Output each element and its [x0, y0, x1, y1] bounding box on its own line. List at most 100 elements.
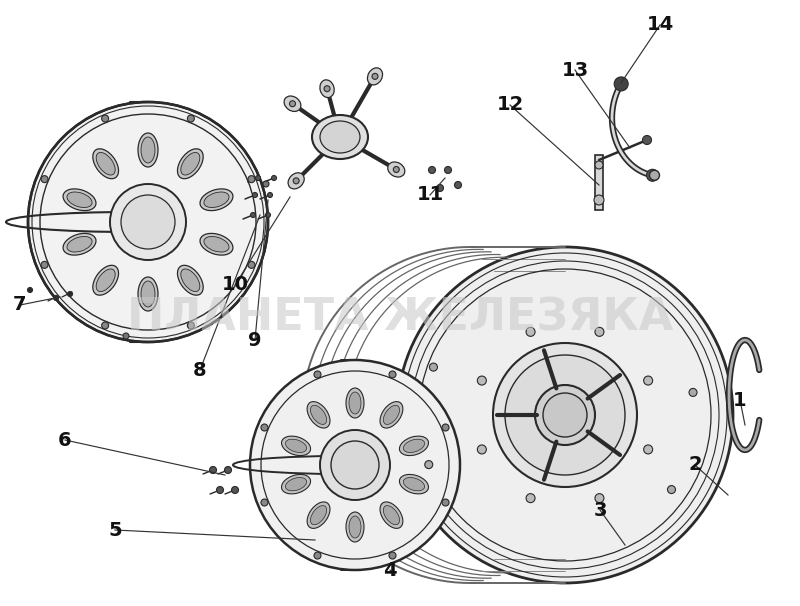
Circle shape [314, 371, 321, 378]
Circle shape [102, 322, 109, 329]
Circle shape [478, 445, 486, 454]
Circle shape [667, 485, 675, 493]
Ellipse shape [250, 360, 460, 570]
Circle shape [187, 115, 194, 122]
Ellipse shape [310, 505, 326, 525]
Ellipse shape [284, 96, 301, 112]
Circle shape [442, 499, 449, 506]
Ellipse shape [96, 153, 115, 175]
Circle shape [253, 193, 258, 198]
Ellipse shape [320, 121, 360, 153]
Ellipse shape [67, 236, 92, 252]
Text: 13: 13 [562, 61, 589, 79]
Circle shape [231, 487, 238, 493]
Circle shape [644, 445, 653, 454]
Ellipse shape [399, 474, 429, 494]
Circle shape [324, 85, 330, 92]
Ellipse shape [204, 192, 229, 207]
Ellipse shape [200, 233, 233, 255]
Ellipse shape [178, 149, 203, 179]
Circle shape [217, 487, 223, 493]
Text: 6: 6 [58, 430, 72, 450]
Circle shape [389, 371, 396, 378]
Ellipse shape [138, 277, 158, 311]
Polygon shape [595, 155, 603, 210]
Circle shape [225, 467, 231, 473]
Circle shape [54, 296, 58, 301]
Ellipse shape [349, 516, 361, 538]
Ellipse shape [380, 502, 403, 528]
Ellipse shape [397, 247, 733, 583]
Text: 12: 12 [496, 96, 524, 115]
Text: 11: 11 [416, 185, 444, 204]
Circle shape [430, 363, 438, 371]
Ellipse shape [535, 385, 595, 445]
Ellipse shape [505, 355, 625, 475]
Text: ПЛАНЕТА ЖЕЛЕЗЯКА: ПЛАНЕТА ЖЕЛЕЗЯКА [127, 296, 673, 339]
Text: 5: 5 [108, 521, 122, 539]
Circle shape [102, 115, 109, 122]
Ellipse shape [181, 269, 200, 291]
Ellipse shape [286, 439, 306, 453]
Ellipse shape [543, 393, 587, 437]
Circle shape [27, 287, 33, 293]
Ellipse shape [286, 478, 306, 491]
Circle shape [248, 261, 255, 268]
Circle shape [425, 461, 433, 468]
Circle shape [67, 291, 73, 296]
Circle shape [123, 333, 129, 339]
Ellipse shape [650, 170, 659, 181]
Ellipse shape [178, 265, 203, 295]
Circle shape [642, 136, 651, 144]
Ellipse shape [204, 236, 229, 252]
Circle shape [267, 193, 273, 198]
Ellipse shape [63, 233, 96, 255]
Text: 14: 14 [646, 16, 674, 35]
Circle shape [41, 261, 48, 268]
Text: 3: 3 [594, 501, 606, 519]
Ellipse shape [388, 162, 405, 177]
Text: 8: 8 [193, 361, 207, 379]
Circle shape [442, 424, 449, 431]
Circle shape [266, 213, 270, 218]
Circle shape [41, 176, 48, 182]
Ellipse shape [307, 402, 330, 428]
Circle shape [261, 499, 268, 506]
Circle shape [271, 176, 277, 181]
Ellipse shape [399, 436, 429, 456]
Ellipse shape [346, 388, 364, 418]
Circle shape [445, 167, 451, 173]
Ellipse shape [63, 189, 96, 211]
Circle shape [210, 467, 217, 473]
Circle shape [646, 169, 658, 181]
Circle shape [526, 327, 535, 336]
Circle shape [394, 167, 399, 173]
Ellipse shape [200, 189, 233, 211]
Ellipse shape [493, 343, 637, 487]
Ellipse shape [403, 439, 425, 453]
Ellipse shape [346, 512, 364, 542]
Circle shape [187, 322, 194, 329]
Ellipse shape [67, 192, 92, 207]
Ellipse shape [383, 505, 399, 525]
Ellipse shape [307, 502, 330, 528]
Ellipse shape [28, 102, 268, 342]
Circle shape [526, 494, 535, 502]
Ellipse shape [93, 149, 118, 179]
Circle shape [261, 424, 268, 431]
Circle shape [250, 213, 255, 218]
Ellipse shape [288, 173, 304, 189]
Ellipse shape [320, 80, 334, 98]
Ellipse shape [110, 184, 186, 260]
Ellipse shape [96, 269, 115, 291]
Ellipse shape [121, 195, 175, 249]
Circle shape [454, 182, 462, 188]
Ellipse shape [349, 392, 361, 414]
Circle shape [314, 552, 321, 559]
Ellipse shape [367, 68, 382, 85]
Circle shape [429, 167, 435, 173]
Circle shape [594, 195, 604, 205]
Text: 2: 2 [688, 456, 702, 474]
Circle shape [478, 376, 486, 385]
Ellipse shape [141, 137, 155, 163]
